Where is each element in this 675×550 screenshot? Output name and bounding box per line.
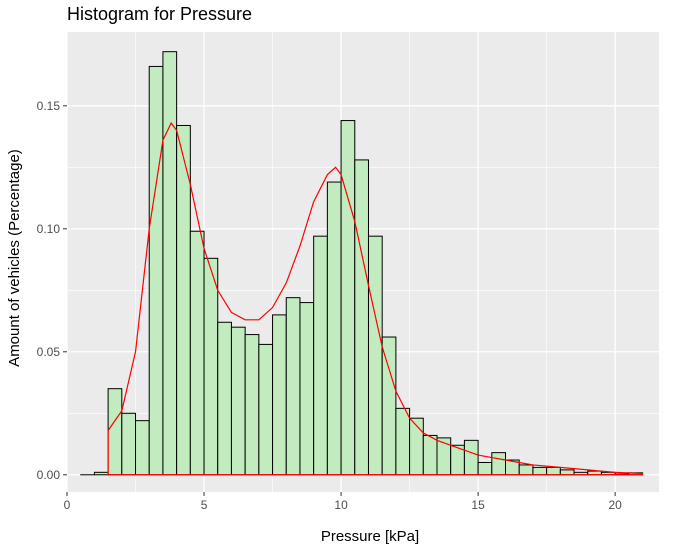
histogram-bar [463,439,479,476]
y-tick-label: 0.10 [37,222,61,236]
histogram-bar [546,466,561,476]
histogram-bar [518,464,534,476]
y-tick-label: 0.15 [37,99,61,113]
histogram-bar [381,336,397,476]
histogram-bar [189,230,205,476]
histogram-bar [272,314,287,476]
y-tick-label: 0.05 [37,345,61,359]
histogram-bar [148,65,164,476]
histogram-bar [409,417,424,476]
histogram-bar [326,181,342,476]
x-tick-label: 0 [64,498,71,512]
histogram-bar [422,434,438,476]
x-tick-label: 15 [471,498,485,512]
histogram-bar [162,51,178,476]
histogram-bar [354,159,369,476]
y-tick-label: 0.00 [37,468,61,482]
y-axis-label: Amount of vehicles (Percentage) [6,149,23,367]
histogram-bar [121,412,137,476]
histogram-bar [491,452,507,476]
histogram-bar [258,343,274,476]
histogram-bar [477,461,493,476]
histogram-bar [203,257,219,476]
histogram-bar [299,302,315,476]
histogram-bar [395,407,411,476]
histogram-bar [313,235,328,476]
histogram-bar [244,334,260,476]
histogram-bar [93,471,109,476]
histogram-bar [107,388,123,476]
histogram-bar [340,120,356,476]
x-tick-label: 10 [334,498,348,512]
histogram-bar [135,420,150,476]
histogram-bar [217,321,232,476]
x-tick-label: 20 [608,498,622,512]
axes: 0 5 10 15 20 0.00 0.05 0.10 0.15 [37,99,623,512]
x-tick-label: 5 [201,498,208,512]
histogram-bar [230,326,246,476]
density-curve [107,121,644,476]
histogram-bar [367,235,383,476]
chart-title: Histogram for Pressure [67,4,253,24]
histogram-bar [532,466,548,476]
histogram-bar [285,297,301,476]
histogram-bar [559,469,575,476]
x-axis-label: Pressure [kPa] [321,528,419,545]
